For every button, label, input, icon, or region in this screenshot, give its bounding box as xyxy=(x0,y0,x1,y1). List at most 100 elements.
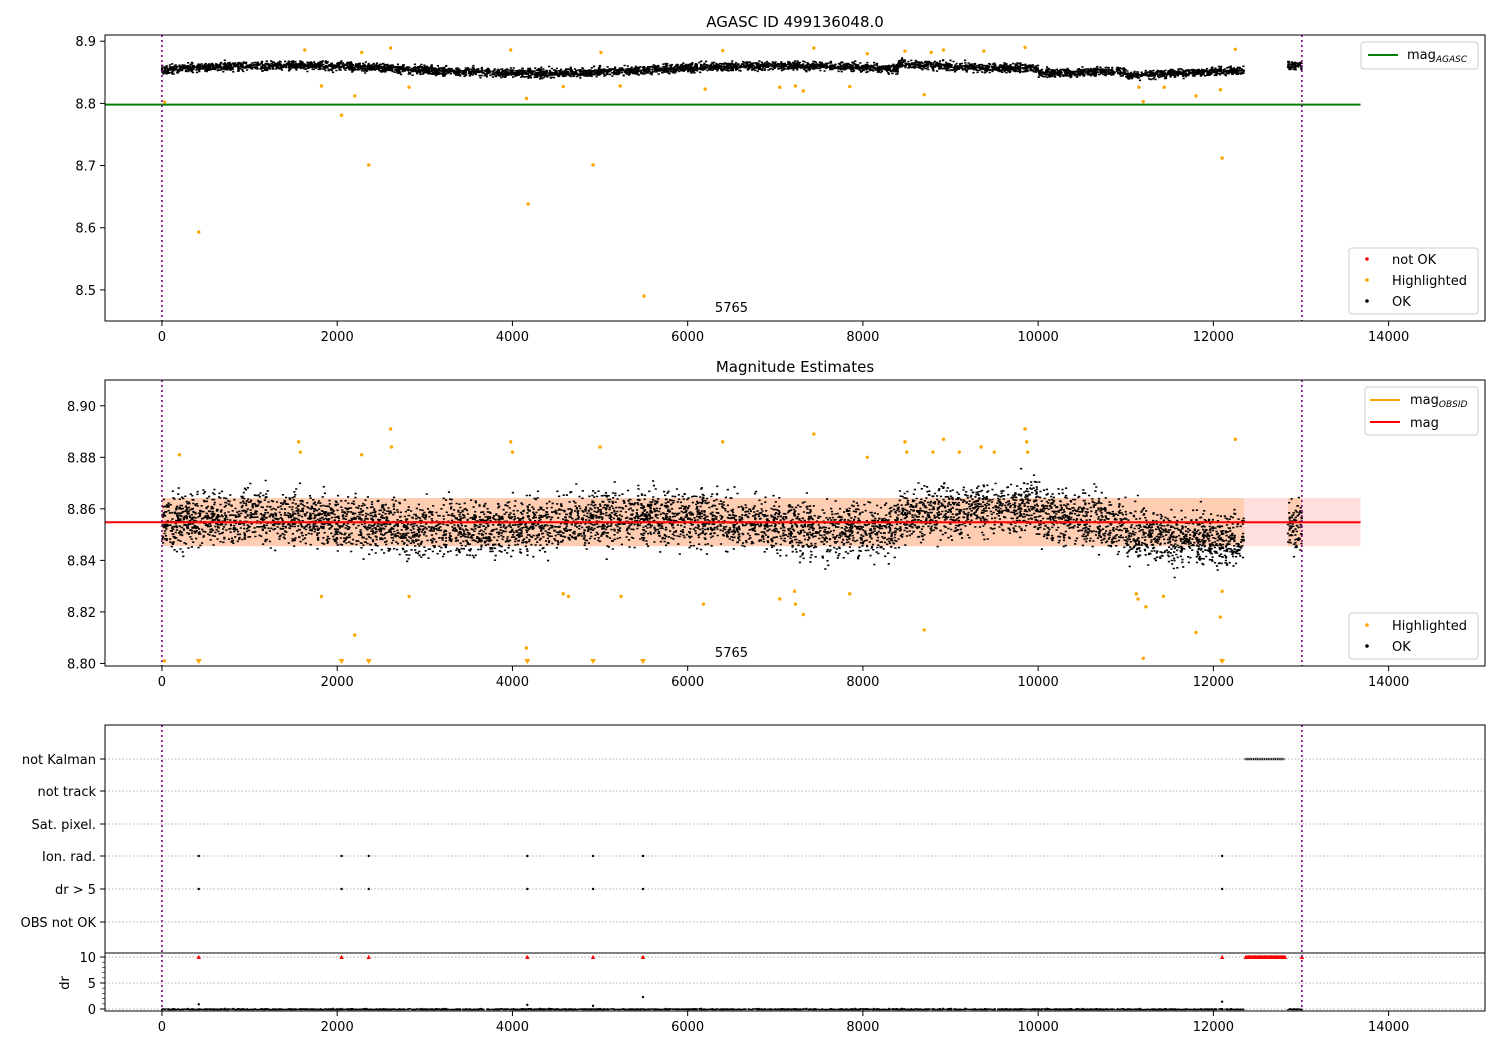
highlighted-point xyxy=(1023,427,1027,431)
highlighted-point xyxy=(941,48,946,52)
flag-point xyxy=(1220,887,1224,891)
flag-point xyxy=(1281,757,1285,761)
x-tick-label: 12000 xyxy=(1193,675,1234,690)
x-tick-label: 0 xyxy=(158,675,166,690)
chart-title: Magnitude Estimates xyxy=(716,358,874,376)
highlighted-point xyxy=(1220,589,1224,593)
highlighted-point xyxy=(1220,156,1224,160)
x-tick-label: 8000 xyxy=(846,1020,879,1035)
y-tick-label: 8.86 xyxy=(67,503,96,518)
x-tick-label: 6000 xyxy=(671,1020,704,1035)
highlighted-point xyxy=(566,594,571,599)
dr-capped-marker xyxy=(1282,954,1288,959)
flag-point xyxy=(367,887,370,891)
x-tick-label: 14000 xyxy=(1368,330,1409,345)
flag-point xyxy=(641,854,645,858)
flag-row-label: OBS not OK xyxy=(21,916,97,931)
flags-panel: not Kalman not track Sat. pixel. Ion. rad. d… xyxy=(21,724,1486,1035)
flag-point xyxy=(197,854,200,858)
legend-label-highlighted: Highlighted xyxy=(1392,274,1467,289)
highlighted-point xyxy=(619,594,623,599)
highlighted-point xyxy=(777,597,782,601)
legend-lower: not OK Highlighted OK xyxy=(1348,247,1479,315)
highlighted-point xyxy=(905,450,909,454)
dr-point xyxy=(526,1003,529,1007)
highlighted-point xyxy=(360,50,364,55)
legend-marker-ok xyxy=(1365,299,1369,303)
legend-label-ok: OK xyxy=(1392,640,1411,655)
x-tick-label: 6000 xyxy=(671,330,704,345)
highlighted-point xyxy=(848,592,852,596)
legend-marker-ok xyxy=(1365,644,1369,648)
y-tick-label: 8.8 xyxy=(75,97,96,112)
x-tick-label: 10000 xyxy=(1017,1020,1058,1035)
x-tick-label: 4000 xyxy=(496,330,529,345)
highlighted-clipped-marker xyxy=(338,659,345,664)
x-tick-label: 2000 xyxy=(321,330,354,345)
flag-row-label: Ion. rad. xyxy=(42,850,96,865)
highlighted-point xyxy=(1141,656,1145,660)
x-tick-label: 2000 xyxy=(321,675,354,690)
highlighted-point xyxy=(642,294,646,298)
x-tick-label: 4000 xyxy=(496,1020,529,1035)
chart-title: AGASC ID 499136048.0 xyxy=(706,13,884,31)
highlighted-point xyxy=(524,646,529,650)
dr-capped-marker xyxy=(590,954,596,959)
highlighted-point xyxy=(303,48,307,52)
highlighted-point xyxy=(388,427,393,431)
highlighted-point xyxy=(812,432,816,436)
flag-point xyxy=(340,887,343,891)
y-tick-label: 8.80 xyxy=(67,657,96,672)
dr-point xyxy=(197,1003,200,1006)
flag-point xyxy=(367,854,370,858)
legend-marker-highlighted xyxy=(1365,623,1369,627)
highlighted-point xyxy=(992,450,997,454)
x-tick-label: 12000 xyxy=(1193,330,1234,345)
highlighted-point xyxy=(319,84,324,88)
flag-point xyxy=(197,887,200,891)
legend-upper: magOBSID mag xyxy=(1364,386,1479,436)
highlighted-point xyxy=(793,84,798,88)
highlighted-point xyxy=(865,455,869,459)
legend-label-highlighted: Highlighted xyxy=(1392,619,1467,634)
y-tick-label: 8.7 xyxy=(75,160,96,175)
flag-point xyxy=(591,887,595,891)
highlighted-point xyxy=(721,48,725,53)
x-tick-label: 4000 xyxy=(496,675,529,690)
x-tick-label: 12000 xyxy=(1193,1020,1234,1035)
flag-point xyxy=(591,854,595,858)
x-tick-label: 6000 xyxy=(671,675,704,690)
dr-capped-marker xyxy=(525,954,530,959)
highlighted-point xyxy=(1218,615,1223,619)
highlighted-point xyxy=(339,113,344,117)
highlighted-point xyxy=(561,84,565,89)
highlighted-point xyxy=(298,450,303,454)
highlighted-point xyxy=(1161,594,1166,599)
dr-capped-marker xyxy=(366,954,371,959)
dr-point xyxy=(1220,1000,1224,1003)
plot-frame xyxy=(104,379,1486,667)
highlighted-point xyxy=(957,450,961,454)
highlighted-point xyxy=(848,84,852,89)
flag-point xyxy=(340,854,343,858)
highlighted-point xyxy=(162,100,167,104)
dr-tick-label: 10 xyxy=(79,951,96,966)
highlighted-point xyxy=(508,48,513,52)
highlighted-point xyxy=(1137,85,1141,89)
highlighted-point xyxy=(162,659,167,663)
legend-label: mag xyxy=(1407,48,1436,63)
highlighted-point xyxy=(979,445,983,449)
annotation-text: 5765 xyxy=(715,646,748,661)
highlighted-point xyxy=(296,440,301,444)
y-tick-label: 8.5 xyxy=(75,284,96,299)
x-tick-label: 0 xyxy=(158,330,166,345)
legend-label: mag xyxy=(1410,393,1439,408)
y-tick-label: 8.82 xyxy=(67,606,96,621)
x-tick-label: 14000 xyxy=(1368,675,1409,690)
highlighted-point xyxy=(1162,85,1167,89)
highlighted-point xyxy=(793,602,798,606)
highlighted-point xyxy=(865,51,869,56)
highlighted-point xyxy=(982,49,986,53)
